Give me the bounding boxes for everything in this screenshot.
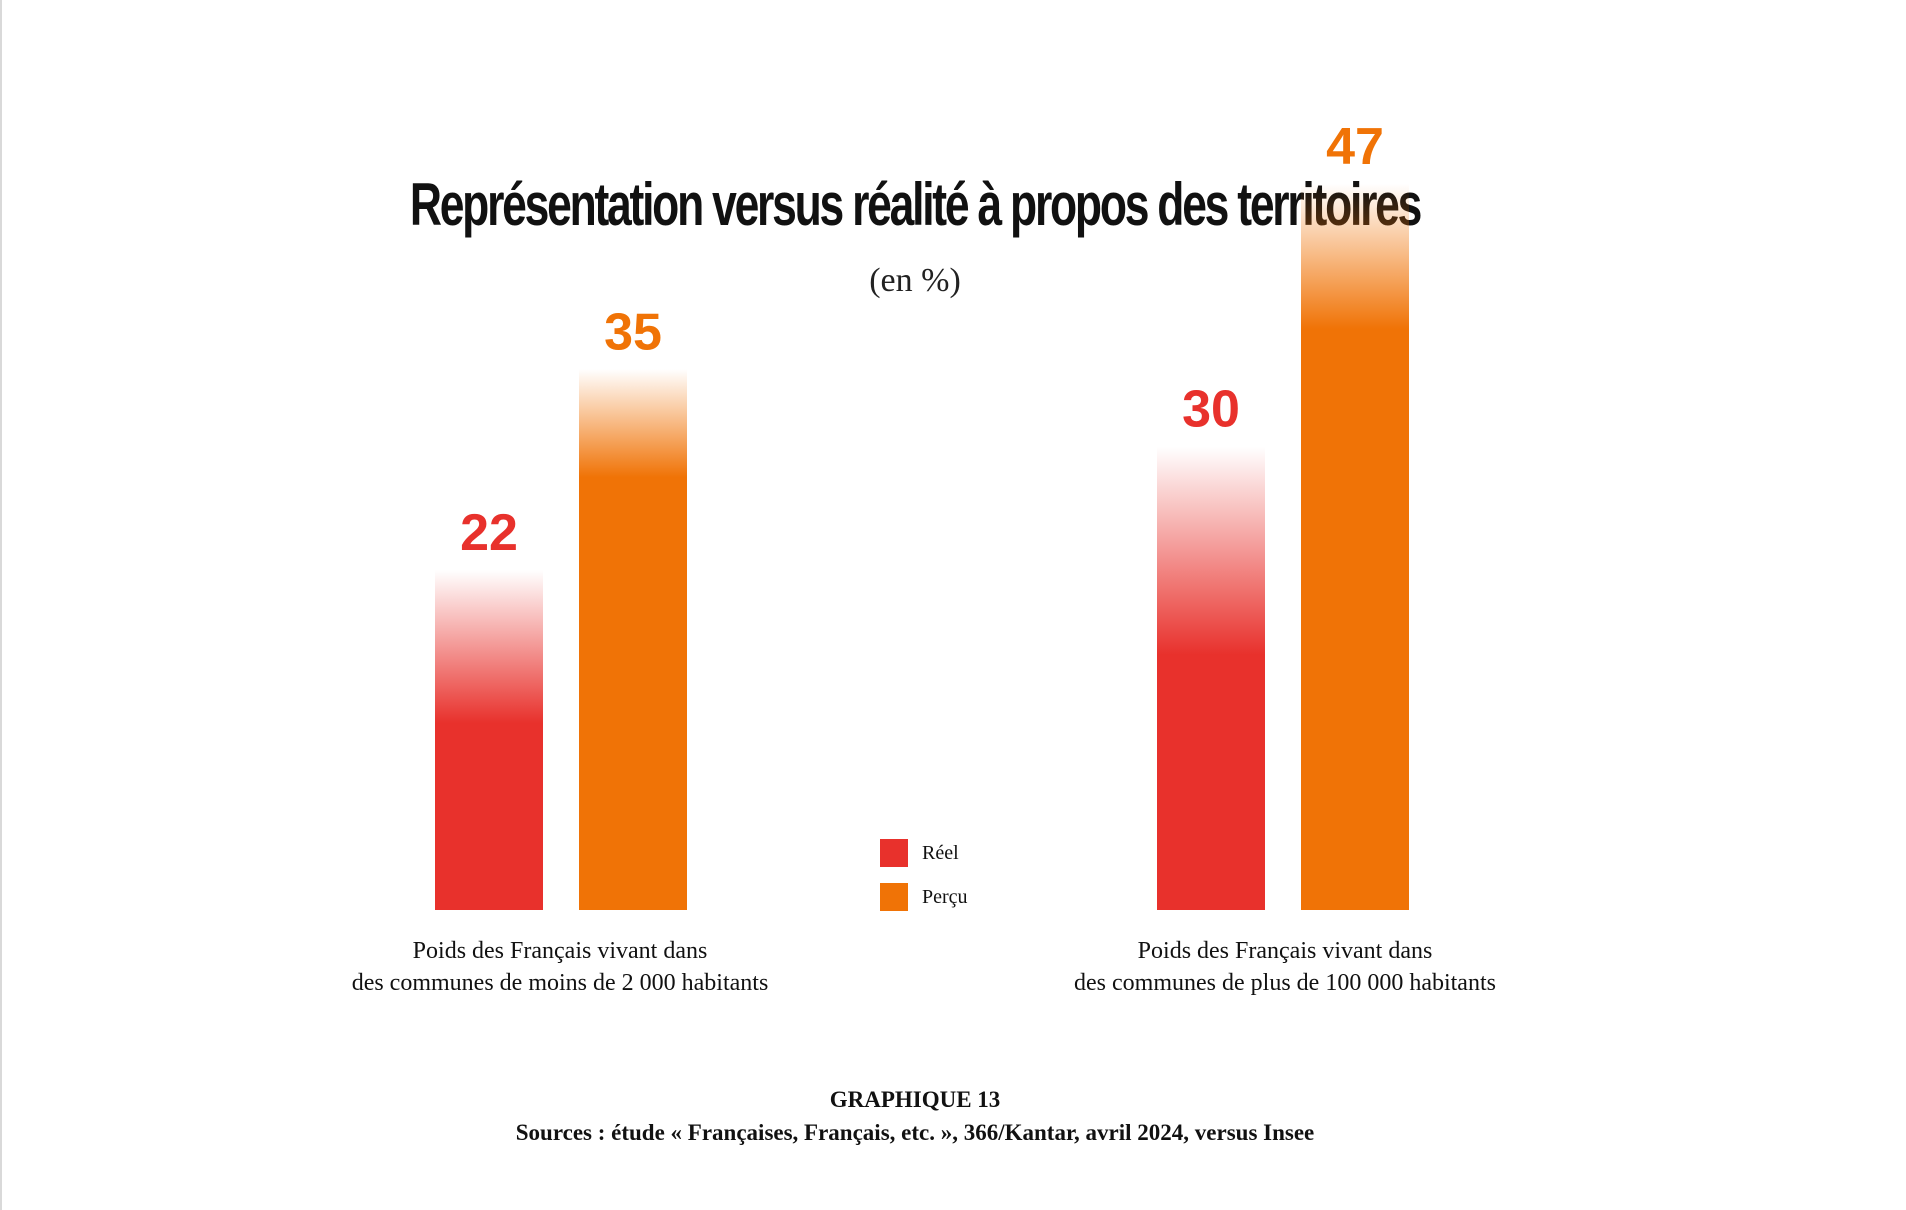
figure-label: GRAPHIQUE 13 xyxy=(829,1087,1001,1112)
legend-item-reel: Réel xyxy=(880,838,968,868)
value-label-reel-group-1: 30 xyxy=(1182,381,1240,439)
page-edge-rule xyxy=(0,0,2,1210)
group-caption-1-line-2: des communes de plus de 100 000 habitant… xyxy=(1074,970,1496,996)
bars-layer xyxy=(435,183,1409,911)
group-caption-1: Poids des Français vivant dans des commu… xyxy=(985,935,1585,999)
chart-subtitle: (en %) xyxy=(869,262,961,299)
bar-reel-group-1 xyxy=(1157,446,1265,910)
legend-label-percu: Perçu xyxy=(922,885,968,908)
bar-chart: 22 30 35 47 xyxy=(435,118,1409,911)
group-caption-0-line-1: Poids des Français vivant dans xyxy=(412,938,708,964)
bar-percu-group-0 xyxy=(579,369,687,910)
sources-note: Sources : étude « Françaises, Français, … xyxy=(515,1120,1315,1145)
value-label-reel-group-0: 22 xyxy=(460,504,518,562)
legend-swatch-percu xyxy=(880,883,908,911)
bar-reel-group-0 xyxy=(435,570,543,910)
group-caption-0: Poids des Français vivant dans des commu… xyxy=(260,935,860,999)
value-label-percu-group-0: 35 xyxy=(604,303,662,361)
group-caption-0-line-2: des communes de moins de 2 000 habitants xyxy=(351,970,769,996)
value-label-percu-group-1: 47 xyxy=(1326,118,1384,176)
chart-legend: Réel Perçu xyxy=(880,838,968,926)
legend-swatch-reel xyxy=(880,839,908,867)
value-labels-layer: 22 30 35 47 xyxy=(460,118,1384,562)
legend-label-reel: Réel xyxy=(922,841,959,864)
legend-item-percu: Perçu xyxy=(880,882,968,912)
chart-title: Représentation versus réalité à propos d… xyxy=(409,171,1422,238)
bar-percu-group-1 xyxy=(1301,183,1409,911)
group-caption-1-line-1: Poids des Français vivant dans xyxy=(1137,938,1433,964)
